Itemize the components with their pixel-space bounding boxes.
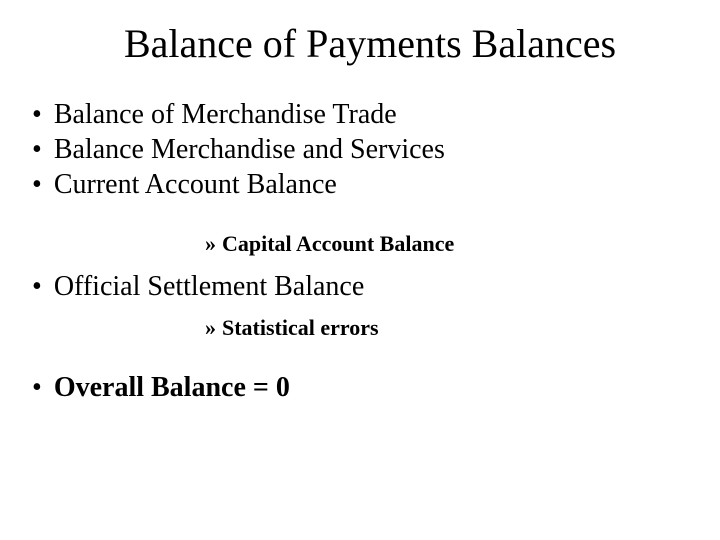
sub-marker-icon: » xyxy=(205,230,216,259)
bullet-item-1: • Balance of Merchandise Trade xyxy=(30,97,690,132)
spacer xyxy=(30,304,690,314)
slide-title: Balance of Payments Balances xyxy=(70,20,670,67)
bullet-marker-icon: • xyxy=(32,370,42,405)
sub-item-1: » Capital Account Balance xyxy=(205,230,690,259)
bullet-marker-icon: • xyxy=(32,269,42,304)
bullet-list: • Balance of Merchandise Trade • Balance… xyxy=(30,97,690,405)
bullet-item-4: • Official Settlement Balance xyxy=(30,269,690,304)
bullet-marker-icon: • xyxy=(32,167,42,202)
bullet-text: Balance Merchandise and Services xyxy=(54,132,445,167)
spacer xyxy=(30,259,690,269)
sub-text: Capital Account Balance xyxy=(222,230,454,259)
bullet-item-2: • Balance Merchandise and Services xyxy=(30,132,690,167)
sub-text: Statistical errors xyxy=(222,314,379,343)
bullet-item-3: • Current Account Balance xyxy=(30,167,690,202)
bullet-text: Current Account Balance xyxy=(54,167,337,202)
spacer xyxy=(30,342,690,370)
bullet-marker-icon: • xyxy=(32,132,42,167)
bullet-marker-icon: • xyxy=(32,97,42,132)
sub-item-2: » Statistical errors xyxy=(205,314,690,343)
bullet-text: Balance of Merchandise Trade xyxy=(54,97,397,132)
bullet-item-5: • Overall Balance = 0 xyxy=(30,370,690,405)
spacer xyxy=(30,202,690,230)
sub-marker-icon: » xyxy=(205,314,216,343)
bullet-text: Official Settlement Balance xyxy=(54,269,364,304)
bullet-text-bold: Overall Balance = 0 xyxy=(54,370,290,405)
